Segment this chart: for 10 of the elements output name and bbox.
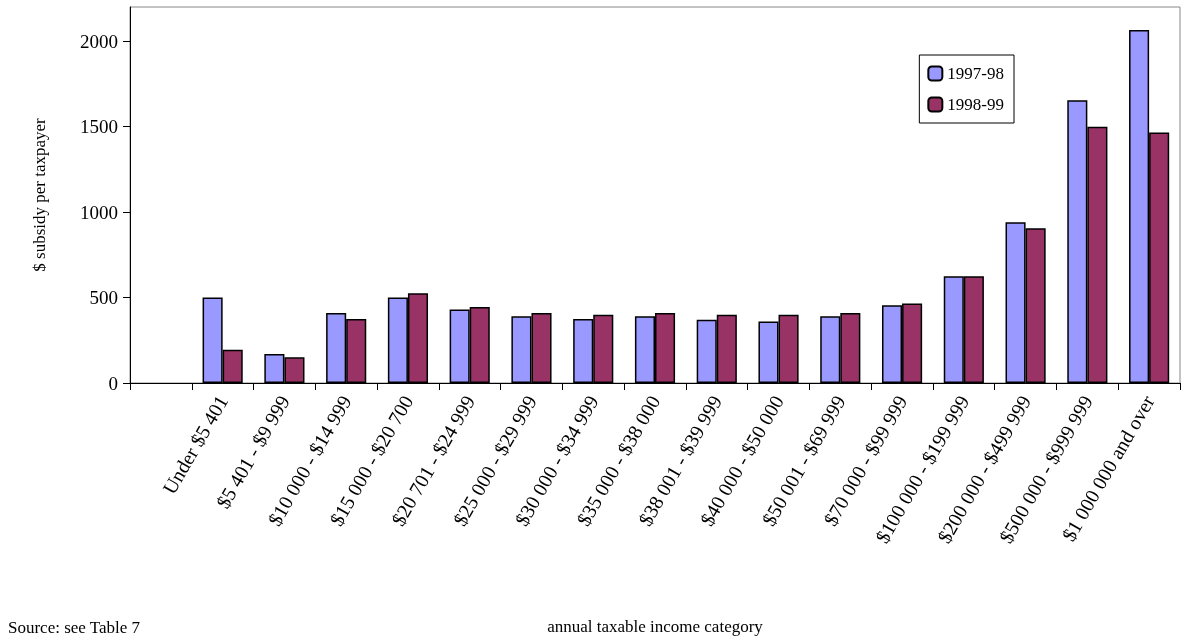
- y-axis-title: $ subsidy per taxpayer: [30, 117, 49, 272]
- y-tick-label: 0: [108, 372, 118, 394]
- legend-label: 1997-98: [947, 64, 1005, 83]
- y-tick-label: 1500: [80, 116, 118, 138]
- y-tick-label: 2000: [80, 30, 118, 52]
- source-note: Source: see Table 7: [8, 618, 141, 637]
- legend-label: 1998-99: [947, 95, 1005, 114]
- y-tick-label: 1000: [80, 201, 118, 223]
- x-axis-title: annual taxable income category: [547, 617, 764, 636]
- y-tick-label: 500: [89, 287, 118, 309]
